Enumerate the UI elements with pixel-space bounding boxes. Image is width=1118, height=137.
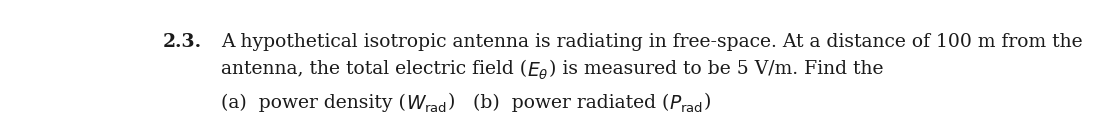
Text: $P_{\mathrm{rad}}$: $P_{\mathrm{rad}}$ xyxy=(670,93,703,115)
Text: (b)  power radiated (: (b) power radiated ( xyxy=(473,93,670,112)
Text: ): ) xyxy=(703,93,711,111)
Text: (a)  power density (: (a) power density ( xyxy=(221,93,406,112)
Text: A hypothetical isotropic antenna is radiating in free-space. At a distance of 10: A hypothetical isotropic antenna is radi… xyxy=(221,33,1082,51)
Text: $E_{\theta}$: $E_{\theta}$ xyxy=(528,60,549,82)
Text: antenna, the total electric field (: antenna, the total electric field ( xyxy=(221,60,528,78)
Text: ): ) xyxy=(447,93,455,111)
Text: $W_{\mathrm{rad}}$: $W_{\mathrm{rad}}$ xyxy=(406,93,447,115)
Text: ) is measured to be 5 V/m. Find the: ) is measured to be 5 V/m. Find the xyxy=(549,60,883,78)
Text: 2.3.: 2.3. xyxy=(163,33,202,51)
